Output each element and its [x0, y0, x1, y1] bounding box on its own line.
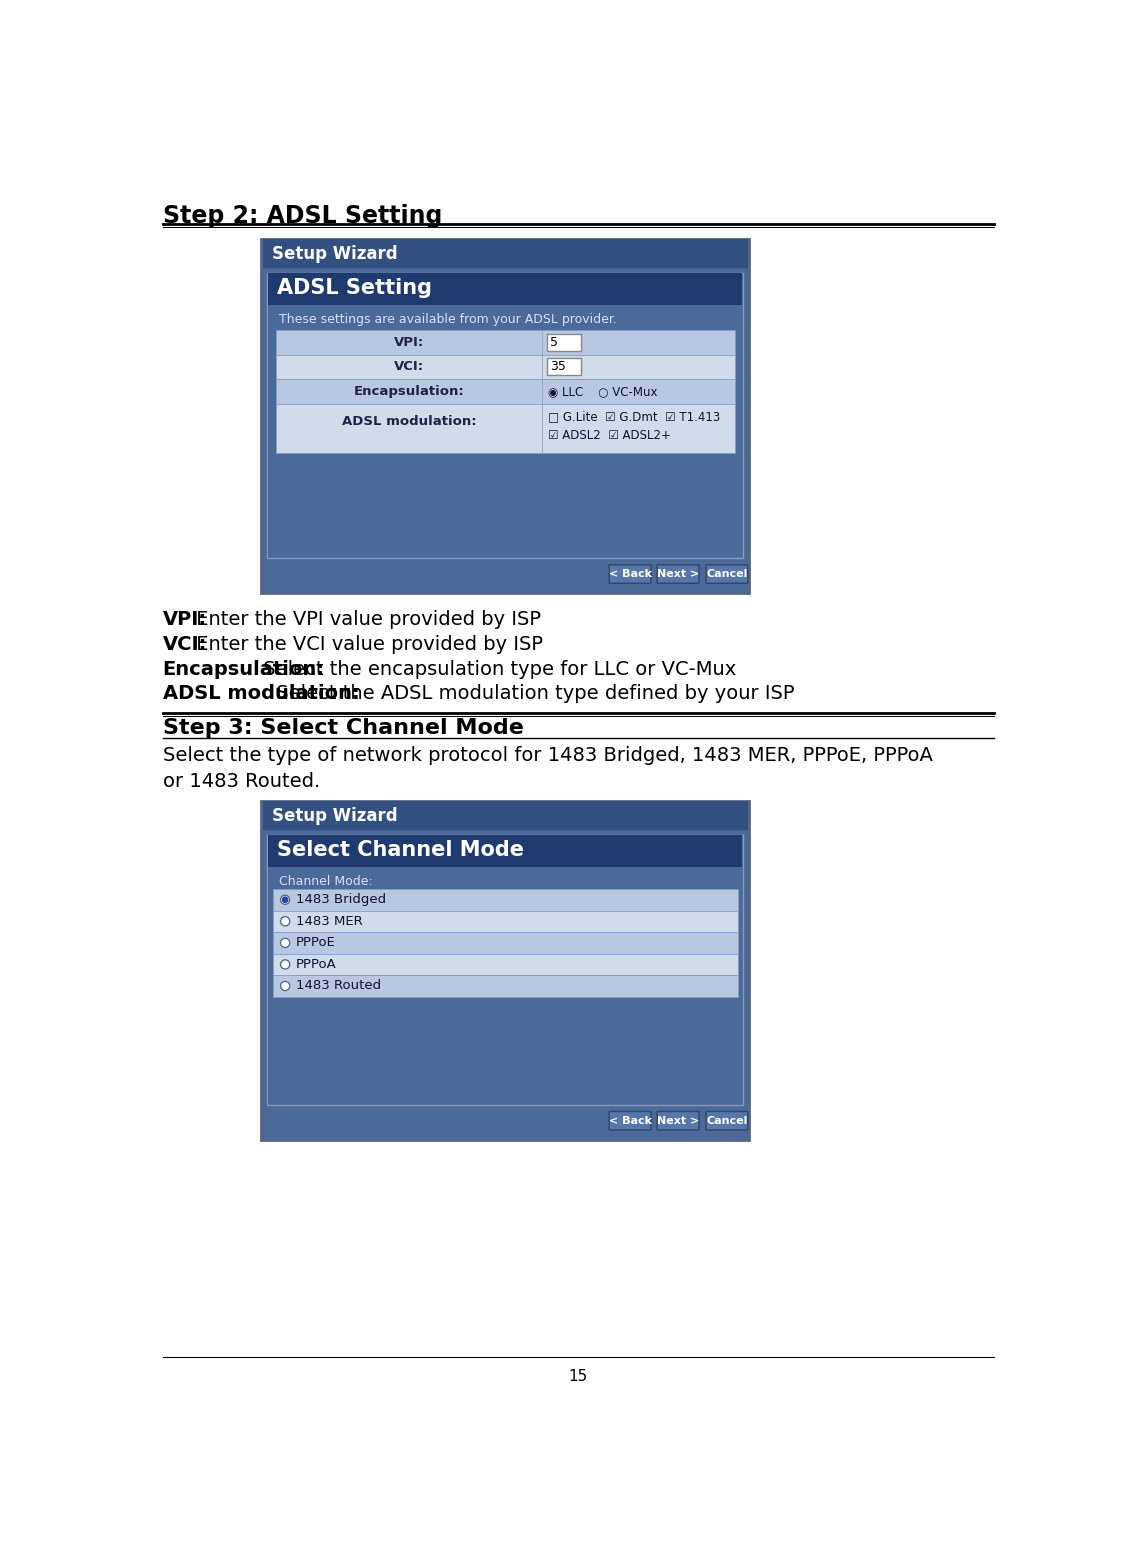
- FancyBboxPatch shape: [267, 272, 743, 559]
- Text: Step 2: ADSL Setting: Step 2: ADSL Setting: [162, 204, 442, 227]
- Text: VPI:: VPI:: [162, 610, 206, 629]
- Text: Channel Mode:: Channel Mode:: [279, 874, 372, 888]
- Text: ◉ LLC    ○ VC-Mux: ◉ LLC ○ VC-Mux: [548, 384, 658, 398]
- Bar: [273, 910, 738, 932]
- Text: < Back: < Back: [608, 569, 652, 579]
- FancyBboxPatch shape: [658, 1111, 699, 1130]
- Text: Enter the VCI value provided by ISP: Enter the VCI value provided by ISP: [190, 635, 543, 654]
- Text: Enter the VPI value provided by ISP: Enter the VPI value provided by ISP: [190, 610, 540, 629]
- Bar: [276, 355, 734, 380]
- Text: 1483 Routed: 1483 Routed: [296, 979, 381, 993]
- Text: ADSL modulation:: ADSL modulation:: [342, 414, 476, 428]
- FancyBboxPatch shape: [261, 801, 749, 1141]
- FancyBboxPatch shape: [267, 836, 743, 1105]
- FancyBboxPatch shape: [268, 307, 742, 557]
- Text: Encapsulation:: Encapsulation:: [162, 660, 325, 678]
- Circle shape: [281, 938, 290, 948]
- Circle shape: [281, 916, 290, 926]
- Circle shape: [281, 960, 290, 969]
- Bar: [273, 932, 738, 954]
- Text: < Back: < Back: [608, 1116, 652, 1125]
- FancyBboxPatch shape: [268, 868, 742, 1103]
- Text: VCI:: VCI:: [394, 361, 424, 373]
- Text: Select the type of network protocol for 1483 Bridged, 1483 MER, PPPoE, PPPoA
or : Select the type of network protocol for …: [162, 745, 933, 792]
- Text: VPI:: VPI:: [394, 336, 424, 349]
- FancyBboxPatch shape: [609, 565, 651, 584]
- Bar: [276, 405, 734, 453]
- Text: 1483 MER: 1483 MER: [296, 915, 363, 927]
- FancyBboxPatch shape: [268, 836, 742, 867]
- Bar: [273, 888, 738, 910]
- Text: 35: 35: [549, 361, 565, 373]
- Text: Cancel: Cancel: [706, 569, 748, 579]
- Text: VCI:: VCI:: [162, 635, 208, 654]
- Text: PPPoA: PPPoA: [296, 958, 337, 971]
- Text: Select Channel Mode: Select Channel Mode: [276, 840, 523, 859]
- FancyBboxPatch shape: [263, 240, 748, 268]
- Circle shape: [281, 982, 290, 991]
- Bar: [273, 954, 738, 976]
- Text: Encapsulation:: Encapsulation:: [353, 384, 465, 398]
- Text: Step 3: Select Channel Mode: Step 3: Select Channel Mode: [162, 717, 523, 738]
- Bar: [547, 335, 581, 350]
- FancyBboxPatch shape: [261, 240, 749, 593]
- Text: Cancel: Cancel: [706, 1116, 748, 1125]
- Text: 5: 5: [549, 336, 557, 349]
- Text: Next >: Next >: [656, 1116, 699, 1125]
- Circle shape: [282, 898, 288, 902]
- Text: 1483 Bridged: 1483 Bridged: [296, 893, 386, 906]
- Bar: [276, 380, 734, 405]
- FancyBboxPatch shape: [263, 801, 748, 831]
- Text: □ G.Lite  ☑ G.Dmt  ☑ T1.413
☑ ADSL2  ☑ ADSL2+: □ G.Lite ☑ G.Dmt ☑ T1.413 ☑ ADSL2 ☑ ADSL…: [548, 411, 721, 442]
- FancyBboxPatch shape: [706, 565, 748, 584]
- Text: ADSL Setting: ADSL Setting: [276, 277, 432, 297]
- Text: Setup Wizard: Setup Wizard: [272, 808, 397, 825]
- Circle shape: [281, 895, 290, 904]
- Text: ADSL modulation:: ADSL modulation:: [162, 685, 360, 703]
- FancyBboxPatch shape: [658, 565, 699, 584]
- Text: Next >: Next >: [656, 569, 699, 579]
- FancyBboxPatch shape: [268, 272, 742, 305]
- Bar: [276, 330, 734, 355]
- Text: PPPoE: PPPoE: [296, 937, 336, 949]
- Text: Setup Wizard: Setup Wizard: [272, 246, 397, 263]
- Text: Select the encapsulation type for LLC or VC-Mux: Select the encapsulation type for LLC or…: [257, 660, 737, 678]
- FancyBboxPatch shape: [609, 1111, 651, 1130]
- Text: Select the ADSL modulation type defined by your ISP: Select the ADSL modulation type defined …: [271, 685, 795, 703]
- FancyBboxPatch shape: [706, 1111, 748, 1130]
- Text: 15: 15: [569, 1369, 588, 1383]
- Bar: [547, 358, 581, 375]
- Bar: [273, 976, 738, 997]
- Text: These settings are available from your ADSL provider.: These settings are available from your A…: [279, 313, 617, 327]
